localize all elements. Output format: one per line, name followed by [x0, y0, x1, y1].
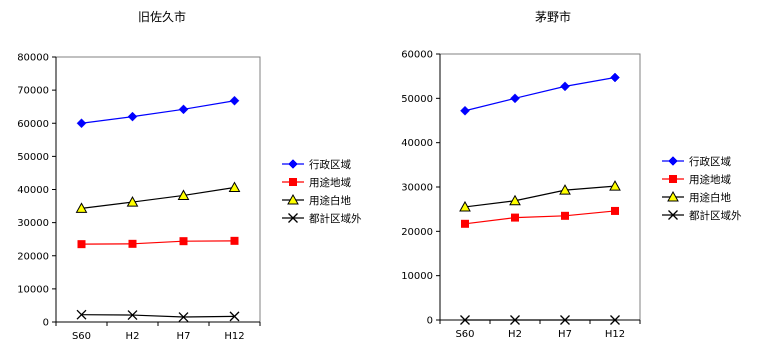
x-tick-label: H12 — [224, 331, 244, 342]
data-point — [459, 200, 471, 212]
data-point — [178, 312, 189, 322]
data-point — [511, 213, 519, 222]
data-point — [127, 310, 138, 321]
y-tick-label: 10000 — [401, 271, 433, 282]
y-tick-label: 10000 — [17, 284, 49, 295]
series-1 — [460, 72, 620, 116]
data-point — [461, 219, 469, 228]
legend-marker — [668, 156, 678, 166]
data-point — [610, 72, 620, 83]
data-point — [510, 93, 520, 104]
data-point — [230, 236, 239, 245]
legend-marker — [669, 175, 677, 183]
data-point — [510, 315, 520, 325]
y-tick-label: 20000 — [17, 251, 49, 262]
series-line — [464, 185, 616, 208]
series-line — [81, 186, 235, 209]
data-point — [229, 311, 240, 322]
y-tick-label: 60000 — [17, 119, 49, 130]
data-point — [77, 240, 86, 249]
legend-marker — [288, 159, 298, 169]
y-tick-label: 60000 — [401, 50, 433, 61]
series-2 — [461, 206, 619, 228]
legend-label: 用途白地 — [309, 194, 351, 207]
data-point — [509, 194, 521, 206]
series-line — [81, 314, 235, 318]
y-tick-label: 20000 — [401, 227, 433, 238]
data-point — [460, 315, 470, 325]
data-point — [561, 211, 569, 220]
plot-area — [55, 56, 261, 323]
data-point — [177, 189, 190, 200]
x-tick-label: S60 — [72, 331, 91, 342]
series-1 — [76, 95, 240, 129]
y-tick-label: 70000 — [17, 86, 49, 97]
chart-title: 旧佐久市 — [138, 9, 186, 24]
data-point — [127, 111, 138, 122]
x-tick-label: H2 — [126, 331, 140, 342]
series-line — [81, 240, 235, 245]
x-tick-label: H7 — [177, 331, 191, 342]
series-3 — [75, 181, 241, 213]
legend-marker — [289, 178, 297, 186]
chart-1: 旧佐久市 0 10000 20000 30000 40000 50000 60000 70000… — [17, 9, 362, 342]
data-point — [609, 180, 621, 191]
legend-marker — [667, 190, 679, 202]
series-line — [464, 76, 616, 112]
x-tick-label: S60 — [455, 329, 474, 340]
data-point — [559, 184, 571, 195]
legend-label: 行政区域 — [689, 155, 731, 168]
x-tick-label: H12 — [605, 329, 625, 340]
legend-label: 用途地域 — [309, 176, 351, 189]
data-point — [126, 196, 139, 207]
y-tick-label: 80000 — [17, 53, 49, 64]
data-point — [229, 95, 240, 106]
series-3 — [459, 180, 621, 212]
y-tick-label: 40000 — [17, 185, 49, 196]
x-tick-label: H2 — [508, 329, 522, 340]
y-tick-label: 30000 — [17, 218, 49, 229]
data-point — [560, 315, 570, 325]
data-point — [610, 315, 620, 325]
legend-label: 都計区域外 — [689, 209, 742, 222]
y-tick-label: 50000 — [401, 94, 433, 105]
data-point — [75, 202, 88, 213]
data-point — [76, 118, 87, 129]
series-line — [81, 100, 235, 124]
y-tick-label: 30000 — [401, 183, 433, 194]
legend-marker — [288, 213, 298, 223]
legend-marker — [668, 210, 678, 220]
x-tick-label: H7 — [558, 329, 572, 340]
chart-2: 茅野市 0 10000 20000 30000 40000 50000 60000 S60 H2 H… — [401, 9, 742, 340]
y-tick-label: 0 — [43, 318, 49, 329]
y-tick-label: 50000 — [17, 152, 49, 163]
legend-marker — [287, 193, 299, 205]
data-point — [228, 181, 241, 193]
legend-label: 用途白地 — [689, 191, 731, 204]
legend-label: 都計区域外 — [309, 212, 362, 225]
legend-label: 用途地域 — [689, 173, 731, 186]
data-point — [611, 206, 619, 215]
series-4 — [460, 315, 620, 325]
series-line — [464, 210, 616, 225]
series-4 — [76, 309, 240, 322]
y-tick-label: 0 — [427, 316, 433, 327]
data-point — [179, 237, 188, 246]
chart-title: 茅野市 — [535, 9, 571, 24]
data-point — [460, 105, 470, 116]
legend-label: 行政区域 — [309, 158, 351, 171]
data-point — [560, 81, 570, 92]
data-point — [178, 104, 189, 115]
data-point — [128, 239, 137, 248]
series-2 — [77, 236, 239, 249]
data-point — [76, 309, 87, 320]
y-tick-label: 40000 — [401, 138, 433, 149]
